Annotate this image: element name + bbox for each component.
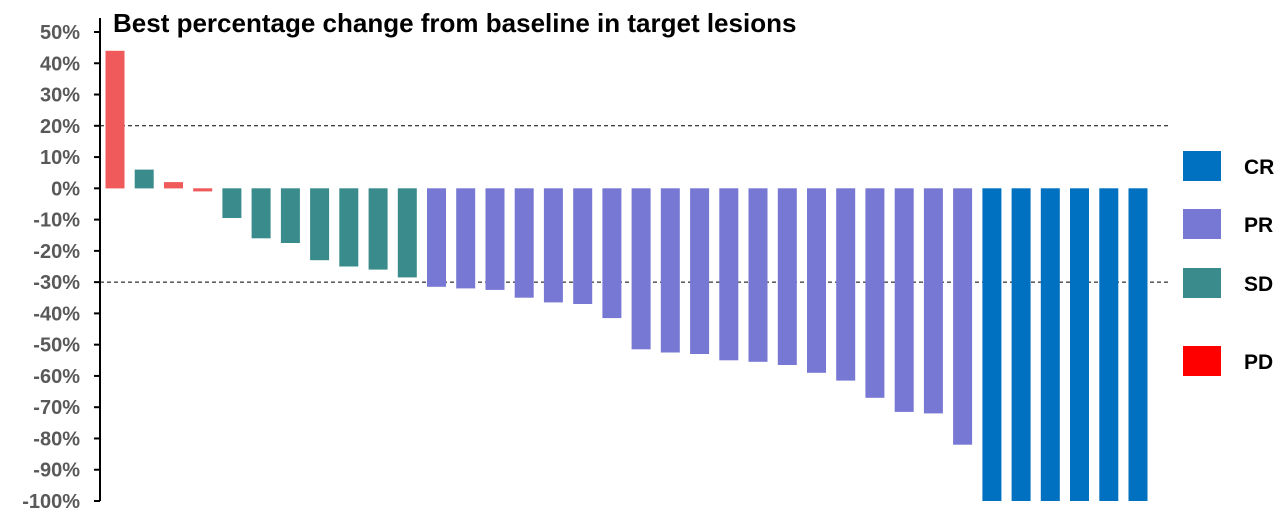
y-tick-label: -60% <box>33 366 80 388</box>
y-tick-label: 40% <box>40 53 80 75</box>
bar-pr <box>836 188 856 381</box>
y-tick-label: -10% <box>33 210 80 232</box>
y-tick-label: 50% <box>40 22 80 44</box>
legend: CR PR SD PD <box>1183 151 1274 376</box>
bar-cr <box>1011 188 1031 502</box>
bar-cr <box>982 188 1002 502</box>
bar-pd <box>105 50 125 189</box>
bar-pr <box>456 188 476 289</box>
bar-sd <box>280 188 300 243</box>
bars <box>105 50 1148 502</box>
bar-sd <box>310 188 330 261</box>
chart-title: Best percentage change from baseline in … <box>113 8 796 38</box>
bar-sd <box>251 188 271 239</box>
bar-pr <box>660 188 680 353</box>
legend-label-pr: PR <box>1244 214 1273 237</box>
legend-swatch-sd <box>1183 268 1221 298</box>
bar-pr <box>719 188 739 361</box>
bar-pr <box>865 188 885 398</box>
legend-swatch-pd <box>1183 346 1221 376</box>
bar-cr <box>1099 188 1119 502</box>
y-tick-label: -40% <box>33 303 80 325</box>
bar-sd <box>339 188 359 267</box>
bar-pd <box>164 182 183 189</box>
bar-pr <box>573 188 593 304</box>
bar-cr <box>1070 188 1089 502</box>
bar-pr <box>631 188 651 350</box>
bar-pr <box>485 188 505 290</box>
bar-pr <box>807 188 826 373</box>
y-tick-label: -90% <box>33 460 80 482</box>
y-tick-label: -30% <box>33 272 80 294</box>
legend-swatch-cr <box>1183 151 1221 181</box>
y-tick-label: 30% <box>40 85 80 107</box>
legend-swatch-pr <box>1183 209 1221 239</box>
bar-cr <box>1040 188 1060 502</box>
y-tick-label: 0% <box>51 178 80 200</box>
bar-sd <box>134 169 154 189</box>
bar-pr <box>690 188 710 354</box>
bar-pr <box>748 188 768 362</box>
y-tick-label: -80% <box>33 428 80 450</box>
bar-pr <box>923 188 943 414</box>
y-tick-label: -70% <box>33 397 80 419</box>
legend-label-sd: SD <box>1244 273 1273 296</box>
bar-pr <box>427 188 446 287</box>
y-tick-label: -50% <box>33 335 80 357</box>
y-tick-label: -20% <box>33 241 80 263</box>
bar-sd <box>397 188 417 278</box>
bar-cr <box>1128 188 1148 502</box>
bar-pd <box>193 188 213 192</box>
bar-pr <box>894 188 914 412</box>
bar-pr <box>514 188 534 298</box>
bar-sd <box>368 188 388 270</box>
y-tick-label: 20% <box>40 116 80 138</box>
bar-pr <box>543 188 563 303</box>
bar-pr <box>953 188 973 445</box>
bar-pr <box>602 188 622 319</box>
legend-label-pd: PD <box>1244 351 1273 374</box>
bar-sd <box>222 188 242 218</box>
legend-label-cr: CR <box>1244 156 1274 179</box>
bar-pr <box>777 188 797 365</box>
y-tick-label: 10% <box>40 147 80 169</box>
y-axis-ticks: 50% 40% 30% 20% 10% 0% -10% -20% -30% -40% -50% -60… <box>22 22 100 510</box>
y-tick-label: -100% <box>22 491 80 510</box>
